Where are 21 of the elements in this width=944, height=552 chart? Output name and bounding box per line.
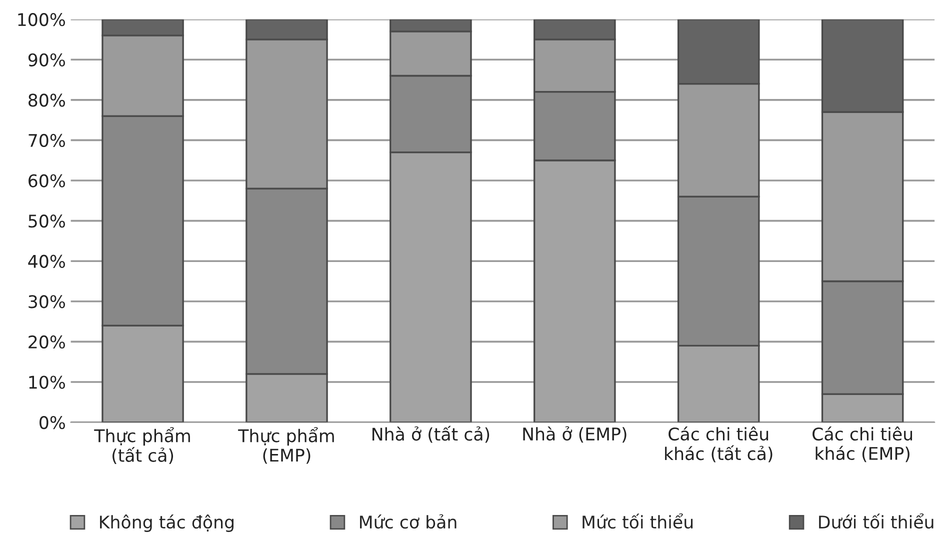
y-tick-label: 50% (28, 214, 65, 228)
legend-label: Không tác động (100, 514, 234, 532)
y-tick-label: 80% (28, 94, 65, 107)
legend-label: Mức tối thiểu (582, 513, 693, 529)
y-tick-label: 90% (28, 53, 65, 66)
y-tick-label: 70% (28, 134, 65, 148)
x-tick-label: Nhà ở (tất cả) (372, 426, 490, 443)
y-tick-label: 100% (18, 13, 65, 26)
legend-label: Mức cơ bản (360, 514, 456, 529)
x-tick-label: Các chi tiêu khác (tất cả) (665, 426, 772, 462)
y-tick-label: 0% (40, 416, 65, 430)
legend-label: Dưới tối thiểu (819, 513, 934, 529)
x-tick-label: Thực phẩm (EMP) (238, 427, 334, 464)
x-tick-label: Nhà ở (EMP) (523, 426, 626, 443)
y-tick-label: 30% (28, 295, 65, 308)
y-tick-label: 20% (28, 335, 65, 349)
y-tick-label: 10% (29, 376, 65, 389)
x-tick-label: Thực phẩm (tất cả) (94, 427, 190, 464)
y-tick-label: 40% (28, 254, 65, 268)
y-tick-label: 60% (28, 174, 65, 188)
x-tick-label: Các chi tiêu khác (EMP) (812, 426, 912, 462)
